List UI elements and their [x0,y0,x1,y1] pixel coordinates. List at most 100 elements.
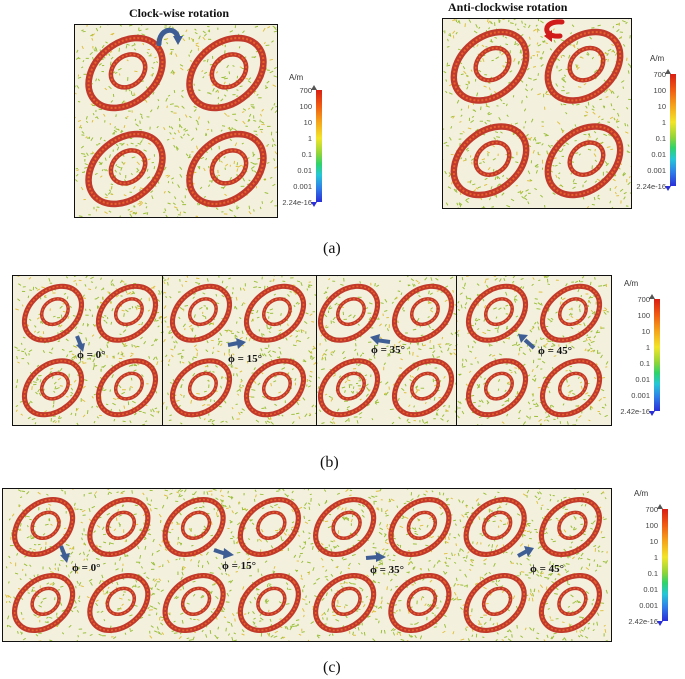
field-vector [578,600,581,604]
field-vector [341,585,344,589]
field-vector [553,632,557,635]
field-vector [204,398,208,401]
field-vector [532,592,535,597]
field-vector [280,626,283,628]
field-vector [239,388,242,392]
field-vector [557,149,562,153]
field-vector [105,321,108,324]
field-vector [553,39,556,43]
field-vector [21,490,26,493]
field-vector [95,286,97,289]
field-vector [180,385,182,389]
field-vector [107,586,110,589]
colorbar-max-marker [665,69,671,74]
field-vector [387,353,390,355]
field-vector [562,144,566,147]
field-vector [488,113,492,116]
inner-ring-texture [211,149,247,185]
inner-ring-texture [411,372,439,400]
field-vector [529,627,533,631]
field-vector [507,638,512,641]
field-vector [547,577,550,580]
outer-ring-texture [314,574,375,632]
field-vector [533,136,536,141]
field-vector [125,309,129,313]
field-vector [566,92,570,94]
field-vector [597,194,600,197]
field-vector [623,191,627,195]
field-vector [536,632,540,635]
field-vector [384,323,387,327]
field-vector [156,125,159,129]
field-vector [388,498,391,503]
field-vector [550,404,555,408]
field-vector [92,358,96,363]
field-vector [448,557,451,560]
field-vector [312,345,316,350]
field-vector [216,515,220,518]
field-vector [611,90,615,94]
field-vector [510,371,513,374]
field-vector [616,120,620,123]
field-vector [228,505,231,509]
field-vector [475,319,479,322]
field-vector [143,149,147,152]
field-vector [341,556,344,560]
field-vector [144,202,147,205]
field-vector [408,404,411,408]
field-vector [545,342,548,346]
field-vector [566,318,569,321]
field-vector [488,571,491,575]
field-vector [629,192,631,195]
field-vector [497,491,500,494]
field-vector [459,292,463,295]
field-vector [344,507,347,511]
field-vector [488,27,491,30]
outer-ring-texture [13,574,74,632]
field-vector [248,179,251,182]
field-vector [295,619,300,621]
field-vector [465,83,469,86]
field-vector [462,65,466,70]
field-vector [453,188,457,192]
field-vector [493,307,497,310]
field-vector [151,195,154,200]
field-vector [321,422,325,424]
field-vector [378,521,382,526]
field-vector [270,382,272,387]
field-vector [29,400,33,404]
field-vector [39,335,43,339]
field-vector [527,374,531,377]
field-vector [48,567,52,570]
field-vector [149,587,153,590]
field-vector [588,419,591,422]
field-vector [359,587,363,590]
field-vector [19,496,23,499]
field-vector [166,105,168,109]
field-vector [292,358,295,361]
field-vector [528,597,531,602]
field-vector [152,578,155,581]
field-vector [154,507,158,510]
field-vector [409,378,413,382]
outer-ring-texture [164,498,224,556]
field-vector [417,367,420,371]
field-vector [108,85,112,90]
field-vector [379,323,382,327]
field-vector [138,128,143,131]
field-vector [599,98,603,101]
field-vector [372,638,376,641]
field-vector [313,582,317,585]
field-vector [296,401,300,406]
field-vector [498,505,502,509]
field-vector [422,344,426,347]
field-vector [364,374,368,377]
field-vector [92,366,95,371]
field-vector [424,277,428,281]
field-vector [220,385,222,389]
field-vector [265,598,268,603]
field-vector [452,289,454,293]
field-vector [445,556,448,560]
field-vector [90,103,94,105]
field-vector [101,526,105,531]
